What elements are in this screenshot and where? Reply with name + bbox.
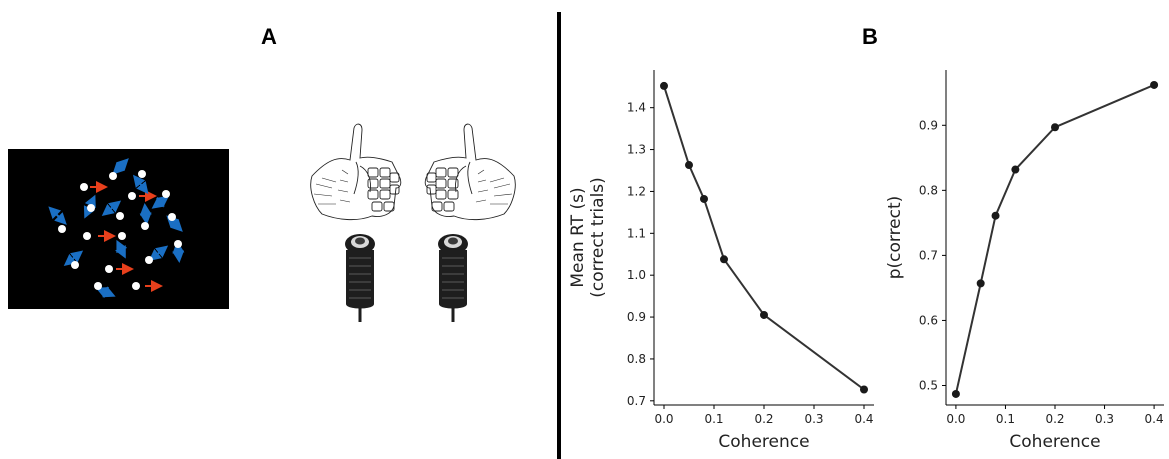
- random-dot-motion-icon: [8, 149, 229, 309]
- x-axis-label: Coherence: [718, 432, 809, 452]
- data-point: [860, 385, 868, 394]
- y-tick-label: 1.4: [627, 101, 646, 115]
- stimulus-dot: [80, 183, 88, 191]
- panel-label-b: B: [862, 24, 878, 49]
- data-point: [660, 81, 668, 90]
- data-point: [700, 194, 708, 203]
- random-motion-arrow-icon: [148, 245, 169, 261]
- x-axis-label: Coherence: [1009, 432, 1100, 452]
- p-correct-chart: 0.0 0.1 0.2 0.3 0.4 0.5 0.6 0.7 0.8 0.9 Coherence p…: [885, 70, 1164, 452]
- random-motion-arrow-icon: [112, 158, 129, 175]
- y-tick-label: 1.1: [627, 226, 646, 240]
- stimulus-background: [8, 149, 229, 309]
- y-tick-label: 1.2: [627, 184, 646, 198]
- y-tick-label: 0.9: [627, 310, 646, 324]
- x-tick-label: 0.2: [754, 412, 773, 426]
- y-axis-label: p(correct): [885, 196, 905, 280]
- x-tick-label: 0.4: [1145, 412, 1164, 426]
- y-tick-label: 0.8: [627, 352, 646, 366]
- left-button-icon: [345, 234, 375, 322]
- stimulus-dot: [138, 170, 146, 178]
- x-tick-label: 0.4: [854, 412, 873, 426]
- stimulus-dot: [71, 261, 79, 269]
- stimulus-dot: [168, 213, 176, 221]
- y-axis-label: Mean RT (s): [568, 187, 588, 287]
- stimulus-dot: [87, 204, 95, 212]
- stimulus-dot: [128, 192, 136, 200]
- random-motion-arrow-icon: [101, 200, 122, 216]
- data-point: [1051, 123, 1059, 132]
- data-point: [976, 279, 985, 288]
- stimulus-dot: [174, 240, 182, 248]
- random-motion-arrow-icon: [139, 203, 152, 225]
- y-tick-label: 1.0: [627, 268, 646, 282]
- stimulus-dot: [145, 256, 153, 264]
- x-tick-label: 0.0: [946, 412, 965, 426]
- random-motion-arrow-icon: [133, 174, 149, 195]
- y-tick-label: 0.7: [627, 394, 646, 408]
- stimulus-dot: [83, 232, 91, 240]
- data-point: [1011, 165, 1020, 174]
- random-motion-arrow-icon: [115, 239, 128, 259]
- stimulus-dot: [162, 190, 170, 198]
- random-motion-arrow-icon: [63, 250, 84, 266]
- x-tick-label: 0.1: [996, 412, 1015, 426]
- stimulus-dot: [132, 282, 140, 290]
- right-button-icon: [438, 234, 468, 322]
- random-motion-arrow-icon: [95, 286, 116, 299]
- data-point: [760, 310, 768, 319]
- random-motion-arrow-icon: [172, 241, 185, 263]
- left-hand-icon: [310, 123, 402, 221]
- y-tick-label: 0.5: [919, 378, 938, 392]
- series-line: [954, 84, 1155, 395]
- panel-divider: [557, 12, 561, 459]
- y-tick-label: 0.9: [919, 118, 938, 132]
- mean-rt-chart: 0.0 0.1 0.2 0.3 0.4 0.7 0.8 0.9 1.0 1.1 1.2 1.3 1.4 C…: [568, 70, 874, 452]
- stimulus-dot: [94, 282, 102, 290]
- y-tick-label: 0.7: [919, 248, 938, 262]
- x-tick-label: 0.2: [1045, 412, 1064, 426]
- random-motion-arrow-icon: [151, 195, 170, 209]
- random-motion-arrow-icon: [48, 206, 67, 225]
- x-tick-label: 0.0: [654, 412, 673, 426]
- x-tick-label: 0.3: [1095, 412, 1114, 426]
- y-tick-label: 0.8: [919, 183, 938, 197]
- data-point: [685, 161, 693, 170]
- stimulus-dot: [118, 232, 126, 240]
- data-point: [720, 255, 728, 264]
- panel-label-a: A: [261, 24, 277, 49]
- stimulus-dot: [58, 225, 66, 233]
- stimulus-dot: [141, 222, 149, 230]
- data-point: [951, 389, 960, 398]
- data-point: [991, 211, 1000, 220]
- y-tick-label: 1.3: [627, 143, 646, 157]
- data-point: [1150, 80, 1159, 89]
- series-line: [663, 85, 865, 391]
- stimulus-dot: [116, 212, 124, 220]
- y-tick-label: 0.6: [919, 313, 938, 327]
- x-tick-label: 0.1: [704, 412, 723, 426]
- y-axis-label: (correct trials): [588, 177, 608, 298]
- stimulus-dot: [109, 172, 117, 180]
- right-hand-icon: [424, 123, 516, 221]
- random-motion-arrow-icon: [166, 215, 183, 232]
- response-apparatus-icon: [310, 123, 516, 322]
- stimulus-dot: [105, 265, 113, 273]
- x-tick-label: 0.3: [804, 412, 823, 426]
